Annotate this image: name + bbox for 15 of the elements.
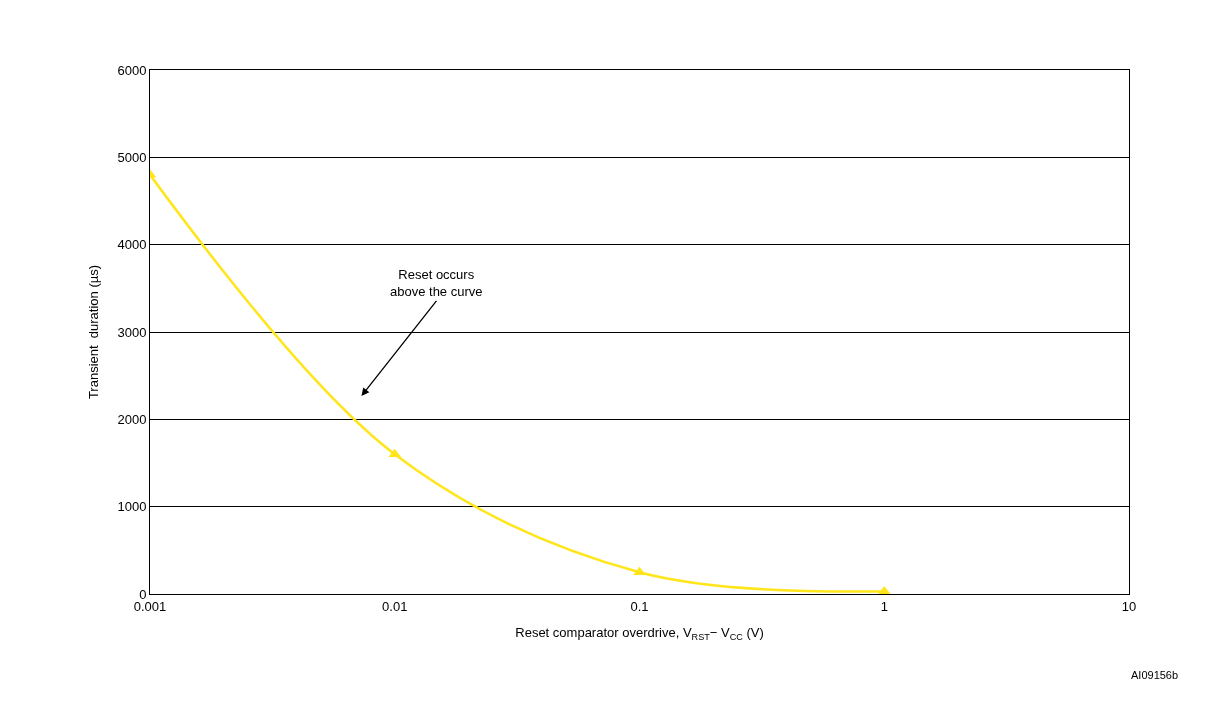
y-tick-label: 2000 — [117, 411, 147, 427]
y-axis-title: Transient duration (µs) — [86, 264, 102, 400]
text: AI09156b — [1131, 669, 1179, 681]
y-tick-label: 5000 — [117, 149, 147, 165]
x-tick-label: 1 — [880, 598, 888, 614]
y-tick-label: 6000 — [117, 62, 147, 78]
x-tick-label: 10 — [1121, 598, 1137, 614]
point — [388, 448, 402, 458]
x-axis-title: Reset comparator overdrive, V$_{RST}$− V$_{CC}$ (V) — [515, 625, 764, 642]
y-tick-label: 1000 — [117, 499, 147, 515]
annotation: Reset occurs above the curve — [390, 267, 483, 299]
y-tick-label: 4000 — [117, 237, 147, 253]
y-tick-label: 3000 — [117, 324, 147, 340]
x-tick-label: 0.01 — [382, 598, 408, 614]
x-tick-label: 0.1 — [630, 598, 649, 614]
